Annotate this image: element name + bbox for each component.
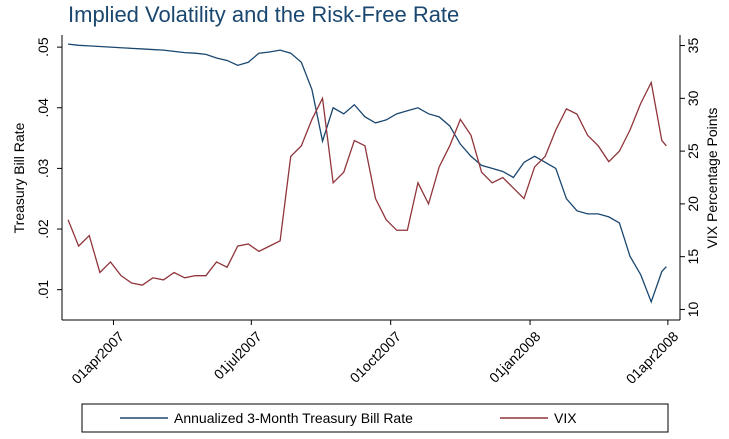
y-tick-label: .04	[35, 98, 51, 118]
y2-tick-label: 35	[685, 38, 701, 54]
y-axis-title: Treasury Bill Rate	[11, 122, 27, 233]
legend-label: VIX	[554, 410, 577, 426]
y-tick-label: .01	[35, 280, 51, 300]
y2-tick-label: 30	[685, 90, 701, 106]
y2-tick-label: 15	[685, 249, 701, 265]
y2-axis-title: VIX Percentage Points	[704, 108, 720, 249]
legend	[81, 403, 669, 433]
chart-title: Implied Volatility and the Risk-Free Rat…	[68, 2, 459, 27]
y-tick-label: .03	[35, 158, 51, 178]
y2-tick-label: 20	[685, 196, 701, 212]
legend-label: Annualized 3-Month Treasury Bill Rate	[174, 410, 413, 426]
y2-tick-label: 25	[685, 143, 701, 159]
series-line	[67, 43, 667, 304]
series-line	[67, 80, 667, 286]
y-tick-label: .05	[35, 37, 51, 57]
y-tick-label: .02	[35, 219, 51, 239]
y2-tick-label: 10	[685, 301, 701, 317]
